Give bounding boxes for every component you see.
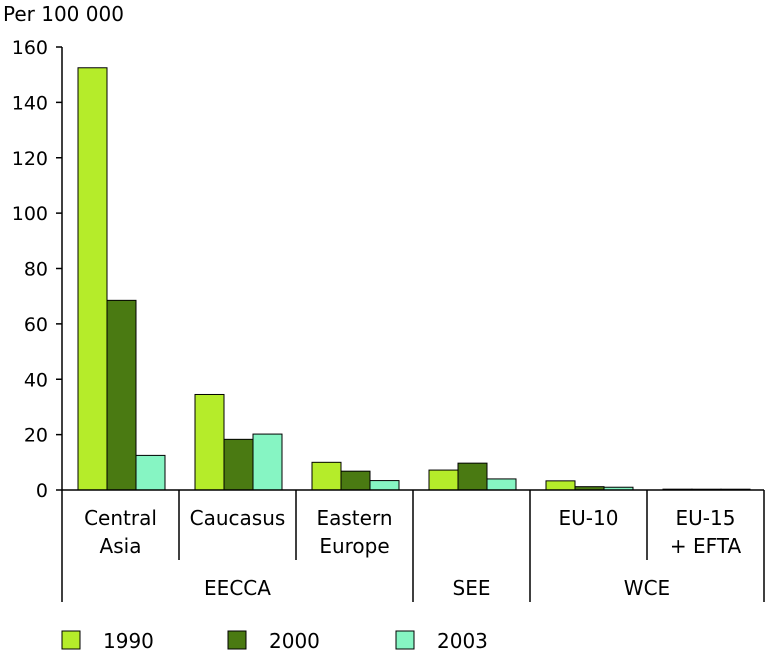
bar-2003-2 xyxy=(369,480,400,491)
y-tick-label: 20 xyxy=(24,425,48,447)
y-axis: 0 20 40 60 80 100 120 140 160 xyxy=(12,37,63,502)
y-tick-label: 80 xyxy=(24,259,48,281)
y-tick-label: 40 xyxy=(24,369,48,391)
legend-swatch-1990 xyxy=(61,630,81,650)
y-tick-label: 60 xyxy=(24,314,48,336)
y-tick-label: 160 xyxy=(12,37,48,59)
y-tick-label: 0 xyxy=(36,480,48,502)
group-label: SEE xyxy=(453,576,491,600)
bar-2003-3 xyxy=(486,478,517,491)
legend-label: 2000 xyxy=(269,629,320,653)
legend-swatch-2000 xyxy=(227,630,247,650)
bar-2000-0 xyxy=(106,299,137,491)
category-label-line2: + EFTA xyxy=(670,534,742,558)
category-label-line2: Europe xyxy=(319,534,389,558)
bar-2000-2 xyxy=(340,470,371,491)
category-label-line2: Asia xyxy=(100,534,142,558)
group-label: EECCA xyxy=(204,576,271,600)
category-label: EU-15 xyxy=(676,506,736,530)
category-label: EU-10 xyxy=(559,506,619,530)
legend-label: 1990 xyxy=(103,629,154,653)
bar-2000-1 xyxy=(223,438,254,491)
y-tick-label: 120 xyxy=(12,148,48,170)
bar-1990-2 xyxy=(311,461,342,491)
bar-1990-0 xyxy=(77,67,108,491)
category-label: Eastern xyxy=(316,506,392,530)
y-tick-label: 140 xyxy=(12,92,48,114)
group-label: WCE xyxy=(624,576,670,600)
legend-label: 2003 xyxy=(437,629,488,653)
bar-2003-0 xyxy=(135,454,166,491)
x-axis: Central Asia Caucasus Eastern Europe EU-10 EU-… xyxy=(61,489,765,602)
category-label: Caucasus xyxy=(190,506,286,530)
bar-2003-1 xyxy=(252,433,283,491)
bar-2000-3 xyxy=(457,462,488,491)
bar-1990-3 xyxy=(428,469,459,491)
bar-1990-4 xyxy=(545,480,576,491)
category-label: Central xyxy=(84,506,157,530)
legend-swatch-2003 xyxy=(395,630,415,650)
y-tick-label: 100 xyxy=(12,203,48,225)
y-unit-label: Per 100 000 xyxy=(3,2,124,26)
legend: 1990 2000 2003 xyxy=(61,629,488,653)
bars xyxy=(77,67,751,491)
bar-1990-1 xyxy=(194,393,225,491)
